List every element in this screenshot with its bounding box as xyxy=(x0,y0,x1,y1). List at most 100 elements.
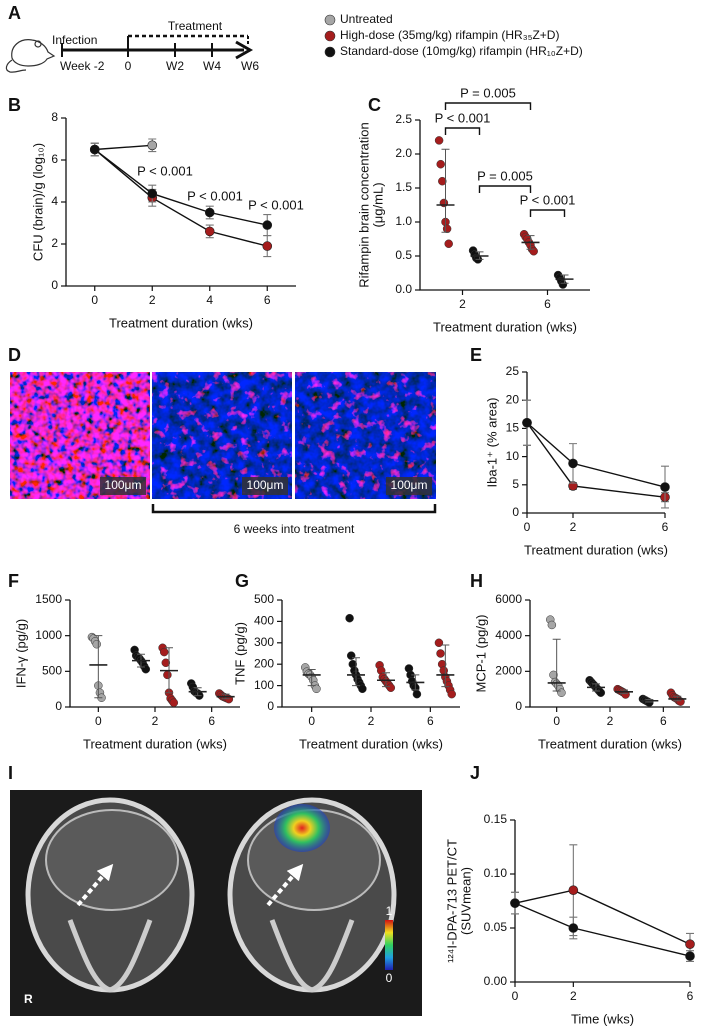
y-tick-label: 500 xyxy=(42,664,62,678)
legend-marker xyxy=(324,30,336,42)
y-tick-label: 0 xyxy=(512,505,519,519)
legend-label: High-dose (35mg/kg) rifampin (HR₃₅Z+D) xyxy=(340,28,559,42)
scale-bar-label: 100μm xyxy=(247,478,284,492)
caption: 6 weeks into treatment xyxy=(234,522,355,536)
scale-bar-box xyxy=(100,477,146,495)
panel-label: D xyxy=(8,345,21,365)
y-tick-label: 0.15 xyxy=(484,812,508,826)
x-tick-label: 2 xyxy=(149,293,156,307)
skull xyxy=(25,797,397,993)
data-point xyxy=(547,620,557,630)
data-point xyxy=(685,939,695,950)
y-tick-label: 10 xyxy=(506,449,520,463)
y-tick-label: 2 xyxy=(51,236,58,250)
y-axis-label: Iba-1⁺ (% area) xyxy=(484,398,499,488)
significance-bracket xyxy=(478,185,532,193)
mouse-icon xyxy=(5,39,56,73)
y-tick-label: 5 xyxy=(512,477,519,491)
annotation: P < 0.001 xyxy=(187,188,243,203)
colorbar xyxy=(385,920,393,970)
error-bar xyxy=(307,669,316,687)
legend-marker xyxy=(324,46,336,58)
y-tick-label: 2.5 xyxy=(395,112,412,126)
series-line xyxy=(94,148,268,226)
y-tick-label: 300 xyxy=(254,635,274,649)
data-point xyxy=(596,688,606,697)
y-axis-label: TNF (pg/g) xyxy=(232,622,247,685)
data-point xyxy=(568,923,579,933)
y-axis-label: IFN-γ (pg/g) xyxy=(13,619,28,688)
y-tick-label: 4000 xyxy=(495,628,522,642)
series-line xyxy=(514,889,691,945)
legend-marker xyxy=(324,14,336,26)
y-tick-label: 200 xyxy=(254,656,274,670)
y-tick-label: 1.0 xyxy=(395,214,412,228)
y-tick-label: 500 xyxy=(254,592,274,606)
y-tick-label: 0 xyxy=(267,699,274,713)
panel-label: H xyxy=(470,571,483,591)
timeline-label: W4 xyxy=(203,59,221,73)
series-line xyxy=(94,148,268,247)
y-axis-label: CFU (brain)/g (log₁₀) xyxy=(30,143,45,261)
x-tick-label: 0 xyxy=(512,989,519,1003)
y-tick-label: 15 xyxy=(506,421,520,435)
x-tick-label: 0 xyxy=(308,714,315,728)
y-axis-label: MCP-1 (pg/g) xyxy=(473,614,488,692)
x-tick-label: 6 xyxy=(208,714,215,728)
annotation: P < 0.001 xyxy=(137,163,193,178)
x-tick-label: 2 xyxy=(152,714,159,728)
data-point xyxy=(444,239,453,249)
panel-label: A xyxy=(8,3,21,23)
y-tick-label: 2.0 xyxy=(395,146,412,160)
panel-label: E xyxy=(470,345,482,365)
panel-label: G xyxy=(235,571,249,591)
data-point xyxy=(147,140,158,151)
x-axis-label: Treatment duration (wks) xyxy=(524,542,668,557)
x-tick-label: 2 xyxy=(607,714,614,728)
x-axis-label: Treatment duration (wks) xyxy=(109,315,253,330)
annotation: P < 0.001 xyxy=(435,110,491,125)
timeline-label: W2 xyxy=(166,59,184,73)
scale-bar-box xyxy=(242,477,288,495)
data-point xyxy=(358,684,367,694)
data-point xyxy=(141,664,151,674)
colorbar-label: 1 xyxy=(386,904,393,918)
y-tick-label: 0 xyxy=(55,699,62,713)
y-tick-label: 0.10 xyxy=(484,866,508,880)
scale-bar-box xyxy=(386,477,432,495)
y-axis-label: (μg/mL) xyxy=(370,182,385,227)
panel-label: B xyxy=(8,95,21,115)
legend-label: Standard-dose (10mg/kg) rifampin (HR₁₀Z+… xyxy=(340,44,583,58)
x-tick-label: 0 xyxy=(524,520,531,534)
side-label: R xyxy=(24,992,33,1006)
y-axis-label: Rifampin brain concentration xyxy=(356,122,371,287)
data-point xyxy=(522,417,532,428)
annotation: P = 0.005 xyxy=(460,85,516,100)
data-point xyxy=(386,683,396,692)
timeline-arrow xyxy=(235,40,254,60)
panel-label: F xyxy=(8,571,19,591)
data-point xyxy=(92,639,101,649)
x-tick-label: 0 xyxy=(553,714,560,728)
y-tick-label: 0.0 xyxy=(395,282,412,296)
y-tick-label: 0 xyxy=(51,278,58,292)
x-tick-label: 6 xyxy=(687,989,694,1003)
x-tick-label: 2 xyxy=(570,989,577,1003)
y-tick-label: 400 xyxy=(254,614,274,628)
annotation: P < 0.001 xyxy=(248,197,304,212)
data-point xyxy=(442,224,452,234)
x-tick-label: 6 xyxy=(544,297,551,311)
y-tick-label: 25 xyxy=(506,364,520,378)
y-tick-label: 6 xyxy=(51,152,58,166)
timeline-label: 0 xyxy=(125,59,132,73)
panel-label: C xyxy=(368,95,381,115)
data-point xyxy=(161,658,171,668)
y-tick-label: 1500 xyxy=(35,592,62,606)
data-point xyxy=(159,647,169,657)
y-axis-label: ¹²⁴I-DPA-713 PET/CT xyxy=(444,839,459,963)
data-point xyxy=(434,136,444,145)
bracket xyxy=(151,504,437,514)
x-tick-label: 2 xyxy=(570,520,577,534)
data-point xyxy=(685,951,695,961)
